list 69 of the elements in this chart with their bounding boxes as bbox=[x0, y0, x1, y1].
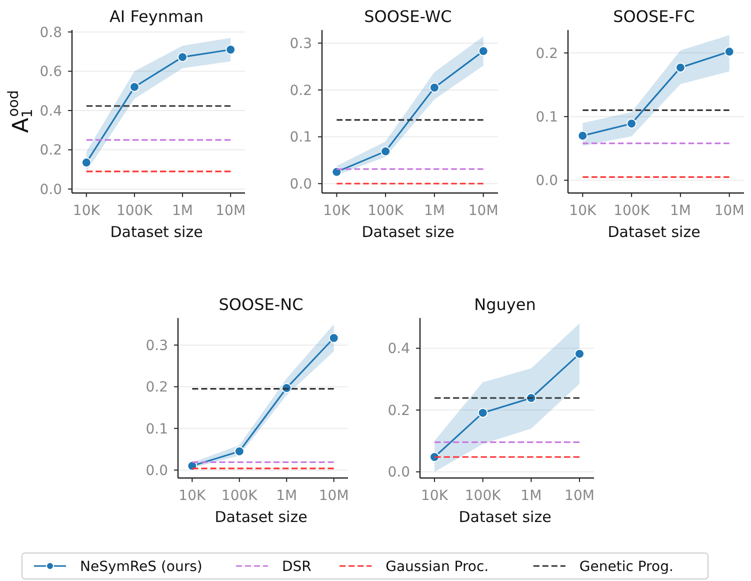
point bbox=[129, 82, 140, 92]
x-axis-title: Dataset size bbox=[110, 223, 203, 241]
point bbox=[380, 146, 391, 156]
y-tick-label: 0.1 bbox=[146, 421, 168, 438]
x-tick-label: 10K bbox=[421, 488, 449, 504]
y-tick-label: 0.8 bbox=[40, 24, 62, 41]
legend-label: Genetic Prog. bbox=[579, 558, 674, 575]
x-tick-label: 1M bbox=[172, 203, 194, 219]
chart-title: SOOSE-WC bbox=[364, 7, 452, 26]
x-tick-label: 10K bbox=[569, 203, 597, 219]
y-tick-label: 0.1 bbox=[290, 130, 312, 146]
y-tick-label: 0.0 bbox=[536, 173, 558, 190]
y-tick-label: 0.2 bbox=[536, 46, 558, 62]
y-tick-label: 0.4 bbox=[388, 341, 410, 358]
x-tick-label: 10K bbox=[178, 488, 206, 504]
point bbox=[574, 348, 584, 359]
x-tick-label: 10M bbox=[216, 203, 246, 219]
point bbox=[81, 158, 92, 168]
x-tick-label: 1M bbox=[670, 203, 691, 219]
y-tick-label: 0.3 bbox=[290, 36, 312, 52]
point bbox=[724, 46, 734, 57]
chart-title: SOOSE-FC bbox=[613, 7, 695, 26]
chart-title: Nguyen bbox=[474, 295, 536, 314]
point bbox=[178, 52, 188, 62]
point bbox=[328, 333, 339, 343]
x-tick-label: 1M bbox=[424, 203, 445, 219]
point bbox=[332, 166, 342, 177]
y-tick-label: 0.0 bbox=[40, 182, 62, 198]
point bbox=[226, 44, 236, 55]
x-tick-label: 100K bbox=[368, 203, 404, 219]
point bbox=[234, 446, 244, 456]
y-tick-label: 0.2 bbox=[146, 380, 168, 396]
legend-label: DSR bbox=[282, 558, 312, 575]
y-tick-label: 0.2 bbox=[290, 82, 312, 99]
x-tick-label: 100K bbox=[464, 488, 502, 504]
y-tick-label: 0.0 bbox=[146, 462, 168, 479]
y-tick-label: 0.2 bbox=[40, 142, 62, 159]
y-tick-label: 0.0 bbox=[388, 464, 410, 481]
x-tick-label: 1M bbox=[520, 488, 542, 504]
y-tick-label: 0.0 bbox=[290, 176, 312, 193]
x-tick-label: 100K bbox=[116, 203, 154, 219]
y-tick-label: 0.2 bbox=[388, 402, 410, 419]
chart-title: AI Feynman bbox=[109, 7, 204, 26]
point bbox=[578, 130, 588, 141]
point bbox=[675, 62, 686, 73]
point bbox=[626, 118, 637, 129]
x-tick-label: 100K bbox=[614, 203, 650, 219]
y-tick-label: 0.6 bbox=[40, 64, 62, 80]
x-tick-label: 100K bbox=[221, 488, 258, 504]
y-tick-label: 0.1 bbox=[536, 109, 558, 126]
x-axis-title: Dataset size bbox=[214, 508, 308, 526]
legend-label: Gaussian Proc. bbox=[386, 558, 489, 575]
x-axis-title: Dataset size bbox=[608, 223, 700, 241]
x-axis-title: Dataset size bbox=[362, 223, 454, 241]
point bbox=[478, 46, 488, 56]
x-tick-label: 10K bbox=[72, 203, 101, 219]
x-tick-label: 1M bbox=[276, 488, 298, 504]
x-axis-title: Dataset size bbox=[458, 508, 552, 526]
x-tick-label: 10K bbox=[323, 203, 351, 219]
chart-title: SOOSE-NC bbox=[218, 295, 304, 314]
x-tick-label: 10M bbox=[468, 203, 498, 219]
point bbox=[478, 408, 488, 418]
y-tick-label: 0.4 bbox=[40, 103, 62, 120]
legend-label: NeSymReS (ours) bbox=[80, 558, 202, 575]
y-tick-label: 0.3 bbox=[146, 338, 168, 354]
point bbox=[429, 82, 440, 93]
x-tick-label: 10M bbox=[714, 203, 744, 219]
x-tick-label: 10M bbox=[564, 488, 594, 504]
x-tick-label: 10M bbox=[318, 488, 349, 504]
